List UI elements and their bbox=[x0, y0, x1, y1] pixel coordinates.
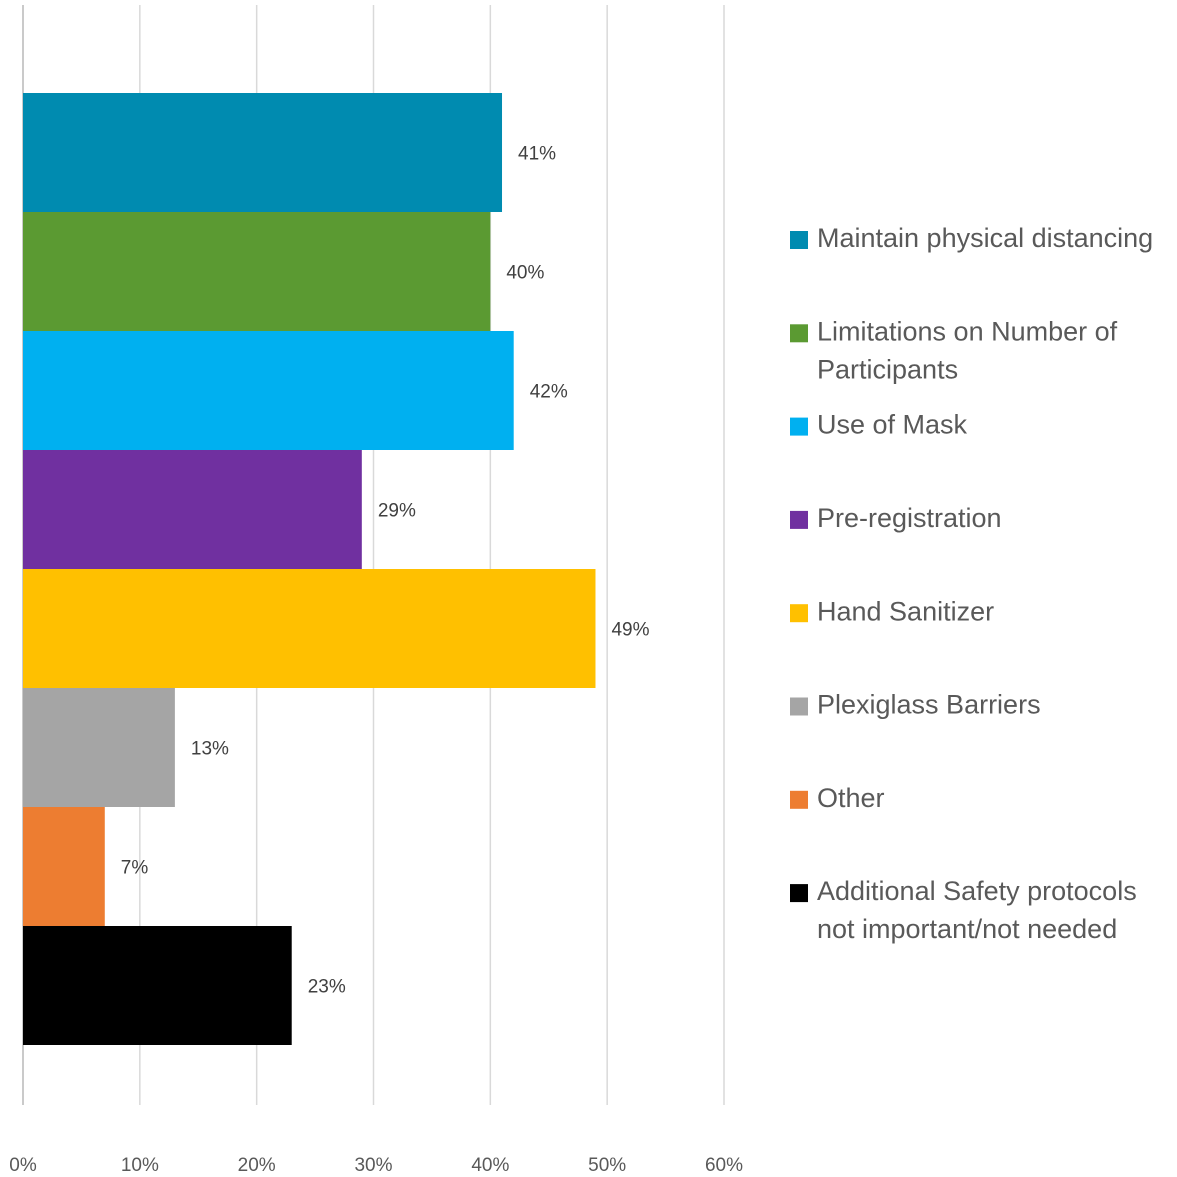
bar bbox=[23, 450, 362, 569]
legend-label: Hand Sanitizer bbox=[817, 596, 994, 626]
bar bbox=[23, 807, 105, 926]
x-tick-label: 20% bbox=[238, 1155, 276, 1176]
value-label: 42% bbox=[530, 382, 568, 403]
legend-swatch bbox=[790, 790, 808, 809]
x-tick-label: 40% bbox=[471, 1155, 509, 1176]
x-tick-label: 30% bbox=[354, 1155, 392, 1176]
legend-swatch bbox=[790, 324, 808, 343]
legend-swatch bbox=[790, 417, 808, 436]
legend-swatch bbox=[790, 884, 808, 903]
bar bbox=[23, 569, 596, 688]
legend-label: Other bbox=[817, 783, 885, 813]
bar bbox=[23, 926, 292, 1045]
value-label: 29% bbox=[378, 501, 416, 522]
legend-label: Pre-registration bbox=[817, 503, 1002, 533]
x-tick-label: 0% bbox=[9, 1155, 37, 1176]
value-label: 13% bbox=[191, 739, 229, 760]
value-label: 23% bbox=[308, 977, 346, 998]
value-label: 7% bbox=[121, 858, 149, 879]
value-label: 40% bbox=[506, 263, 544, 284]
legend-label: Plexiglass Barriers bbox=[817, 690, 1041, 720]
legend-label: Maintain physical distancing bbox=[817, 223, 1153, 253]
legend-swatch bbox=[790, 604, 808, 623]
value-label: 49% bbox=[611, 620, 649, 641]
x-tick-label: 60% bbox=[705, 1155, 743, 1176]
x-tick-label: 50% bbox=[588, 1155, 626, 1176]
x-tick-label: 10% bbox=[121, 1155, 159, 1176]
legend-label: Use of Mask bbox=[817, 410, 968, 440]
bar bbox=[23, 212, 491, 331]
legend-label: Additional Safety protocols not importan… bbox=[817, 876, 1144, 944]
legend-swatch bbox=[790, 510, 808, 529]
bar bbox=[23, 331, 514, 450]
legend-swatch bbox=[790, 231, 808, 249]
legend-swatch bbox=[790, 697, 808, 716]
bar bbox=[23, 93, 503, 212]
bar bbox=[23, 688, 175, 807]
legend-label: Limitations on Number of Participants bbox=[817, 316, 1125, 384]
value-label: 41% bbox=[518, 144, 556, 165]
